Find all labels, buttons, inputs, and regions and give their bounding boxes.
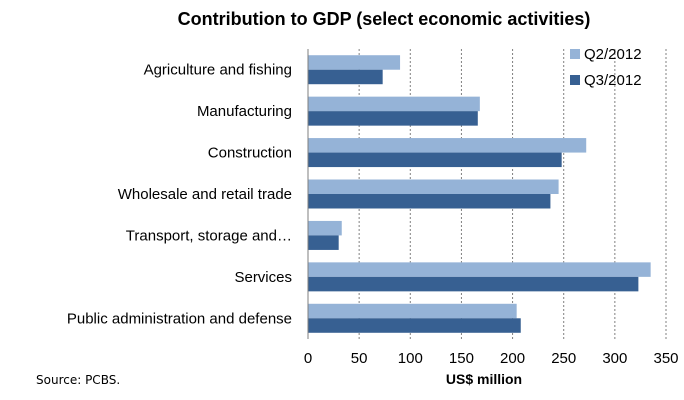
bar-q2 [308,96,480,112]
bar-q2 [308,138,587,153]
legend-label: Q2/2012 [584,46,642,63]
x-tick-label: 200 [500,350,525,367]
x-tick-label: 150 [449,350,474,367]
x-tick-label: 100 [398,350,423,367]
legend: Q2/2012 Q3/2012 [570,46,642,89]
x-tick-label: 300 [602,350,627,367]
x-tick-label: 0 [304,350,312,367]
bar-q3 [308,276,639,292]
bar-q3 [308,194,551,209]
category-label: Wholesale and retail trade [118,186,292,203]
bar-q3 [308,111,478,126]
category-label: Manufacturing [197,103,292,120]
x-axis-label: US$ million [446,371,522,387]
bar-q2 [308,220,342,236]
category-label: Services [234,269,292,286]
category-labels: Agriculture and fishing Manufacturing Cons… [67,62,292,328]
category-label: Construction [208,145,292,162]
bar-q3 [308,69,383,85]
legend-swatch [570,49,580,59]
x-tick-label: 350 [653,350,678,367]
category-label: Transport, storage and… [126,227,292,244]
legend-label: Q3/2012 [584,72,642,89]
bar-q2 [308,179,559,194]
category-label: Public administration and defense [67,310,292,327]
bar-q2 [308,55,401,70]
bar-q3 [308,318,521,333]
bar-q3 [308,235,339,250]
bar-q3 [308,152,562,168]
legend-swatch [570,75,580,85]
bars [308,55,651,333]
x-tick-label: 250 [551,350,576,367]
bar-q2 [308,303,517,319]
category-label: Agriculture and fishing [144,62,292,79]
chart-title: Contribution to GDP (select economic act… [178,9,591,29]
x-tick-labels: 0 50 100 150 200 250 300 350 [304,350,679,367]
source-note: Source: PCBS. [36,373,120,387]
x-tick-label: 50 [351,350,368,367]
bar-q2 [308,262,651,277]
